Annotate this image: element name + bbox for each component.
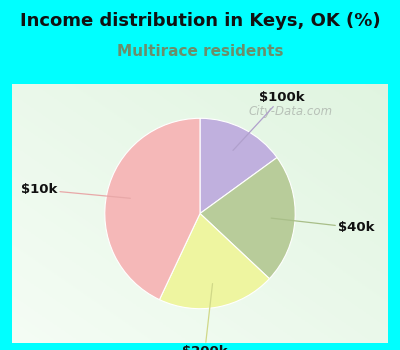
Wedge shape: [105, 118, 200, 300]
Text: $100k: $100k: [233, 91, 305, 150]
Text: Income distribution in Keys, OK (%): Income distribution in Keys, OK (%): [20, 12, 380, 30]
Text: City-Data.com: City-Data.com: [248, 105, 332, 118]
Wedge shape: [200, 158, 295, 279]
Text: $10k: $10k: [21, 183, 130, 198]
Text: $200k: $200k: [182, 284, 228, 350]
Wedge shape: [200, 118, 277, 214]
Wedge shape: [160, 214, 269, 309]
Text: $40k: $40k: [271, 218, 374, 234]
Text: Multirace residents: Multirace residents: [117, 44, 283, 59]
